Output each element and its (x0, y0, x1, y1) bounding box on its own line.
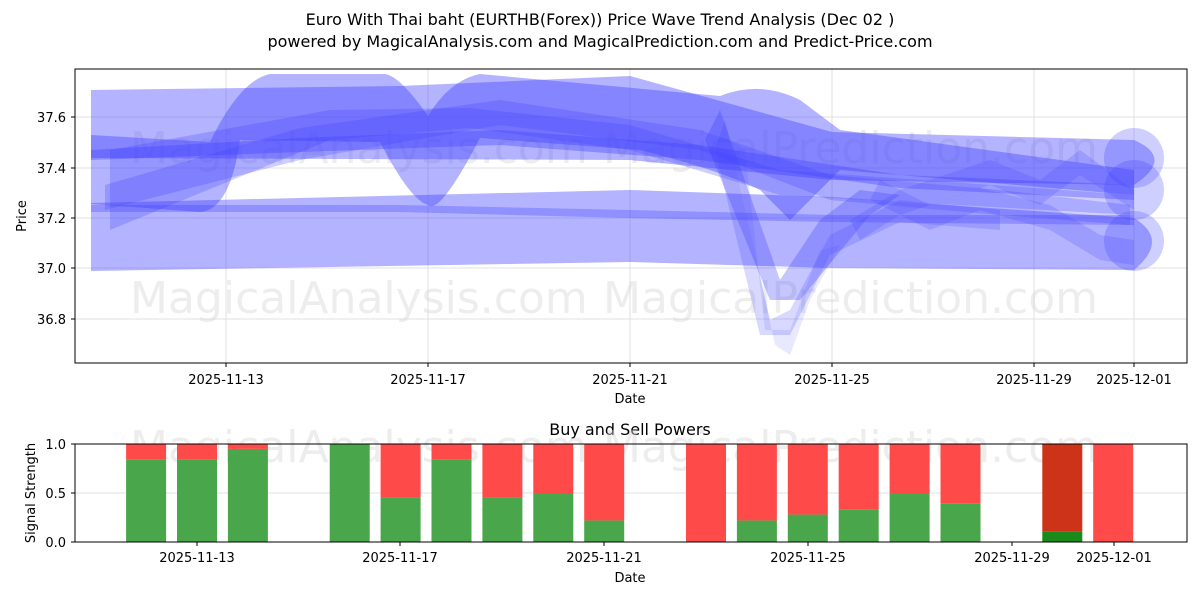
buy-bar (380, 497, 421, 542)
price-xtick-label: 2025-12-01 (1096, 373, 1172, 388)
buy-sell-xtick-label: 2025-11-25 (770, 551, 846, 566)
buy-bar (787, 514, 828, 542)
buy-sell-yaxis-label: Signal Strength (24, 443, 39, 543)
bar-group (889, 444, 930, 542)
buy-sell-xtick-label: 2025-11-21 (566, 551, 642, 566)
price-xaxis-label: Date (614, 392, 645, 407)
bar-group (126, 444, 167, 542)
sell-bar (431, 444, 472, 460)
sell-bar (889, 444, 930, 493)
bar-group (686, 444, 726, 542)
bar-group (177, 444, 217, 542)
price-ytick-label: 36.8 (37, 313, 66, 328)
sell-bar (940, 444, 981, 504)
chart-title: Euro With Thai baht (EURTHB(Forex)) Pric… (305, 10, 895, 29)
sell-bar (787, 444, 828, 515)
sell-bar (227, 444, 268, 449)
buy-bar (889, 493, 930, 542)
price-xtick-label: 2025-11-13 (188, 373, 264, 388)
buy-sell-xaxis-label: Date (614, 571, 645, 586)
chart-subtitle: powered by MagicalAnalysis.com and Magic… (267, 32, 933, 51)
buy-sell-xticks (196, 542, 1115, 546)
buy-bar (126, 459, 167, 542)
price-ytick-label: 37.2 (37, 212, 66, 227)
price-ytick-label: 37.0 (37, 262, 66, 277)
watermark-right-bottom: MagicalPrediction.com (603, 273, 1098, 324)
sell-bar (380, 444, 421, 498)
watermark-left-top: MagicalAnalysis.com (130, 123, 588, 174)
price-chart: MagicalAnalysis.com MagicalPrediction.co… (15, 68, 1188, 407)
buy-bar (431, 459, 472, 542)
buy-bar (329, 444, 370, 542)
buy-sell-ytick-label: 0.0 (45, 536, 66, 551)
sell-bar (686, 444, 726, 542)
buy-bar (584, 520, 625, 542)
bar-group (329, 444, 370, 542)
price-xtick-label: 2025-11-21 (592, 373, 668, 388)
bar-group (227, 444, 268, 542)
buy-sell-xtick-label: 2025-12-01 (1076, 551, 1152, 566)
watermark-left-bottom: MagicalAnalysis.com (130, 273, 588, 324)
bar-group (838, 444, 879, 542)
wave-bands (91, 74, 1164, 355)
sell-bar (533, 444, 574, 493)
price-ytick-label: 37.6 (37, 111, 66, 126)
bar-group (482, 444, 523, 542)
sell-bar (736, 444, 777, 521)
buy-sell-xtick-label: 2025-11-29 (974, 551, 1050, 566)
bar-group (940, 444, 981, 542)
bar-group (787, 444, 828, 542)
sell-bar (1093, 444, 1134, 542)
buy-bar (736, 520, 777, 542)
price-xtick-label: 2025-11-17 (390, 373, 466, 388)
buy-sell-title: Buy and Sell Powers (549, 420, 711, 439)
price-xtick-label: 2025-11-29 (996, 373, 1072, 388)
bar-group (533, 444, 574, 542)
sell-bar (1042, 444, 1083, 532)
price-xticks (225, 363, 1135, 367)
sell-bar (838, 444, 879, 510)
buy-sell-ytick-label: 1.0 (45, 438, 66, 453)
price-ytick-label: 37.4 (37, 162, 66, 177)
buy-sell-yticks (71, 443, 75, 543)
buy-bar (177, 459, 217, 542)
price-axes-frame (74, 68, 1188, 364)
price-yaxis-label: Price (15, 200, 30, 232)
bar-group (584, 444, 625, 542)
buy-bar (227, 448, 268, 542)
price-grid (75, 69, 1187, 363)
buy-sell-xtick-label: 2025-11-13 (159, 551, 235, 566)
sell-bar (126, 444, 167, 460)
buy-bar (482, 497, 523, 542)
buy-bar (533, 493, 574, 542)
price-xtick-label: 2025-11-25 (794, 373, 870, 388)
bar-group (380, 444, 421, 542)
buy-sell-xtick-label: 2025-11-17 (362, 551, 438, 566)
bar-group (736, 444, 777, 542)
bar-group (431, 444, 472, 542)
buy-sell-ytick-label: 0.5 (45, 487, 66, 502)
buy-sell-bars (126, 444, 1134, 542)
sell-bar (482, 444, 523, 498)
bar-group (1093, 444, 1134, 542)
sell-bar (177, 444, 217, 460)
watermark-right-top: MagicalPrediction.com (603, 123, 1098, 174)
sell-bar (584, 444, 625, 521)
buy-bar (940, 503, 981, 542)
price-yticks (71, 116, 75, 320)
bar-group (1042, 444, 1083, 542)
buy-bar (1042, 531, 1083, 542)
buy-sell-chart: Buy and Sell Powers MagicalAnalysis.com … (24, 420, 1188, 586)
buy-bar (838, 509, 879, 542)
